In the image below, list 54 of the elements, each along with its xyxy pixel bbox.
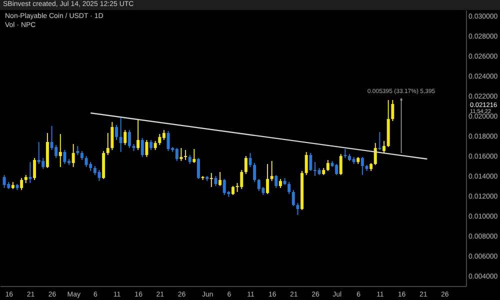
candlestick <box>158 134 162 146</box>
candlestick <box>119 118 122 152</box>
candlestick <box>374 142 377 166</box>
candlestick <box>42 158 45 170</box>
candlestick <box>253 162 256 182</box>
candlestick <box>37 142 40 164</box>
candlestick <box>124 130 127 146</box>
candlestick <box>72 144 75 168</box>
candlestick <box>304 152 308 176</box>
candlestick <box>106 132 110 156</box>
candlestick <box>54 144 58 158</box>
candlestick <box>166 130 170 152</box>
candlestick <box>162 130 166 140</box>
candlestick <box>175 148 178 162</box>
candlestick <box>145 140 148 158</box>
candlestick <box>140 138 144 158</box>
candlestick <box>360 156 364 176</box>
candlestick <box>20 178 24 190</box>
candlestick <box>218 172 222 186</box>
candlestick <box>296 202 300 216</box>
candlestick <box>391 100 394 122</box>
candlestick <box>270 160 274 182</box>
candlestick <box>115 124 118 140</box>
candlestick <box>180 148 183 162</box>
candlestick <box>222 178 226 196</box>
candlestick <box>192 148 196 164</box>
candlestick <box>98 170 101 182</box>
candlestick <box>382 140 386 154</box>
candlestick <box>58 134 62 168</box>
candlestick <box>128 130 131 148</box>
candlestick <box>33 158 36 180</box>
candlestick <box>150 140 153 150</box>
candlestick <box>136 118 140 150</box>
candlestick <box>110 122 114 150</box>
candlestick <box>266 164 270 194</box>
candlestick <box>248 152 252 168</box>
candlestick <box>28 162 32 184</box>
candlestick <box>257 178 260 192</box>
candlestick <box>84 156 88 168</box>
candlestick <box>288 182 291 194</box>
candlestick <box>63 150 66 164</box>
candlestick <box>274 174 278 188</box>
candlestick <box>244 156 248 174</box>
candlestick <box>196 158 200 180</box>
candlestick <box>326 160 330 172</box>
candlestick <box>309 152 312 172</box>
candlestick <box>240 170 244 190</box>
candlestick <box>292 190 295 206</box>
candlestick <box>339 154 342 176</box>
candlestick <box>214 176 218 186</box>
candlestick <box>2 174 6 188</box>
candlestick <box>210 172 213 188</box>
candlestick <box>378 132 382 150</box>
candlestick <box>184 150 188 160</box>
